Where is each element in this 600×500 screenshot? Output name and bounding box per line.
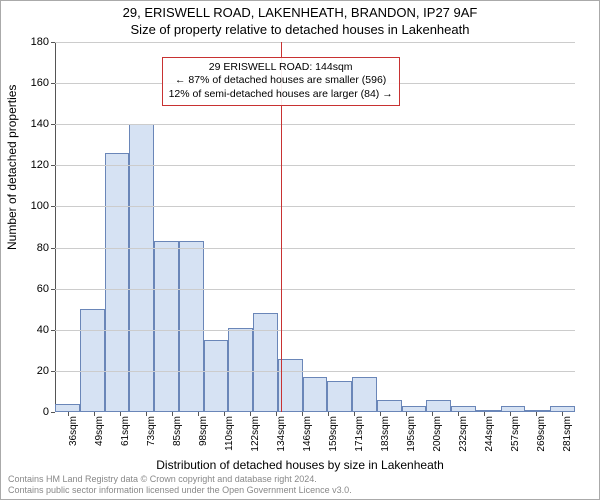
y-tick-label: 140 xyxy=(31,118,49,130)
y-tick-mark xyxy=(51,206,55,207)
x-axis-label: Distribution of detached houses by size … xyxy=(0,458,600,472)
y-tick-mark xyxy=(51,371,55,372)
histogram-bar xyxy=(204,340,229,412)
x-tick-label: 159sqm xyxy=(328,416,339,452)
grid-line xyxy=(55,124,575,125)
histogram-bar xyxy=(426,400,451,412)
x-tick-label: 281sqm xyxy=(562,416,573,452)
x-tick-label: 183sqm xyxy=(380,416,391,452)
histogram-bar xyxy=(451,406,476,412)
annotation-line: 29 ERISWELL ROAD: 144sqm xyxy=(169,61,393,75)
x-tick-label: 98sqm xyxy=(198,416,209,446)
x-tick-label: 232sqm xyxy=(458,416,469,452)
y-tick-label: 0 xyxy=(43,406,49,418)
histogram-bar xyxy=(55,404,80,412)
x-tick-label: 244sqm xyxy=(484,416,495,452)
y-tick-mark xyxy=(51,289,55,290)
y-tick-mark xyxy=(51,412,55,413)
x-tick-label: 200sqm xyxy=(432,416,443,452)
grid-line xyxy=(55,371,575,372)
x-tick-label: 195sqm xyxy=(406,416,417,452)
chart-container: 29, ERISWELL ROAD, LAKENHEATH, BRANDON, … xyxy=(0,0,600,500)
title-line-2: Size of property relative to detached ho… xyxy=(0,22,600,37)
x-tick-label: 171sqm xyxy=(354,416,365,452)
histogram-bar xyxy=(179,241,204,412)
y-tick-label: 100 xyxy=(31,200,49,212)
grid-line xyxy=(55,165,575,166)
grid-line xyxy=(55,42,575,43)
y-tick-mark xyxy=(51,42,55,43)
histogram-bar xyxy=(154,241,179,412)
grid-line xyxy=(55,289,575,290)
grid-line xyxy=(55,330,575,331)
y-tick-label: 60 xyxy=(37,283,49,295)
y-tick-mark xyxy=(51,124,55,125)
histogram-bar xyxy=(228,328,253,412)
y-tick-label: 160 xyxy=(31,77,49,89)
x-tick-label: 146sqm xyxy=(302,416,313,452)
plot-area: 02040608010012014016018036sqm49sqm61sqm7… xyxy=(55,42,575,412)
x-tick-label: 257sqm xyxy=(510,416,521,452)
annotation-box: 29 ERISWELL ROAD: 144sqm← 87% of detache… xyxy=(162,57,400,106)
histogram-bar xyxy=(253,313,278,412)
y-tick-label: 20 xyxy=(37,365,49,377)
grid-line xyxy=(55,206,575,207)
y-tick-label: 80 xyxy=(37,242,49,254)
histogram-bar xyxy=(80,309,105,412)
histogram-bar xyxy=(501,406,526,412)
annotation-line: 12% of semi-detached houses are larger (… xyxy=(169,88,393,102)
y-tick-mark xyxy=(51,330,55,331)
attribution-text: Contains HM Land Registry data © Crown c… xyxy=(8,474,352,496)
histogram-bar xyxy=(352,377,377,412)
histogram-bar xyxy=(525,410,550,412)
x-tick-label: 73sqm xyxy=(146,416,157,446)
x-tick-label: 36sqm xyxy=(68,416,79,446)
title-line-1: 29, ERISWELL ROAD, LAKENHEATH, BRANDON, … xyxy=(0,5,600,20)
x-tick-label: 61sqm xyxy=(120,416,131,446)
x-tick-label: 122sqm xyxy=(250,416,261,452)
y-axis-label: Number of detached properties xyxy=(5,85,19,250)
histogram-bar xyxy=(476,410,501,412)
y-tick-mark xyxy=(51,248,55,249)
histogram-bar xyxy=(327,381,352,412)
histogram-bar xyxy=(303,377,328,412)
x-tick-label: 110sqm xyxy=(224,416,235,451)
annotation-line: ← 87% of detached houses are smaller (59… xyxy=(169,74,393,88)
histogram-bar xyxy=(105,153,130,412)
attribution-line-2: Contains public sector information licen… xyxy=(8,485,352,496)
grid-line xyxy=(55,248,575,249)
y-tick-label: 40 xyxy=(37,324,49,336)
attribution-line-1: Contains HM Land Registry data © Crown c… xyxy=(8,474,352,485)
y-tick-label: 120 xyxy=(31,159,49,171)
x-tick-label: 85sqm xyxy=(172,416,183,446)
x-tick-label: 134sqm xyxy=(276,416,287,452)
histogram-bar xyxy=(377,400,402,412)
x-tick-label: 49sqm xyxy=(94,416,105,446)
y-tick-label: 180 xyxy=(31,36,49,48)
histogram-bar xyxy=(129,124,154,412)
y-tick-mark xyxy=(51,165,55,166)
x-tick-label: 269sqm xyxy=(536,416,547,452)
y-tick-mark xyxy=(51,83,55,84)
